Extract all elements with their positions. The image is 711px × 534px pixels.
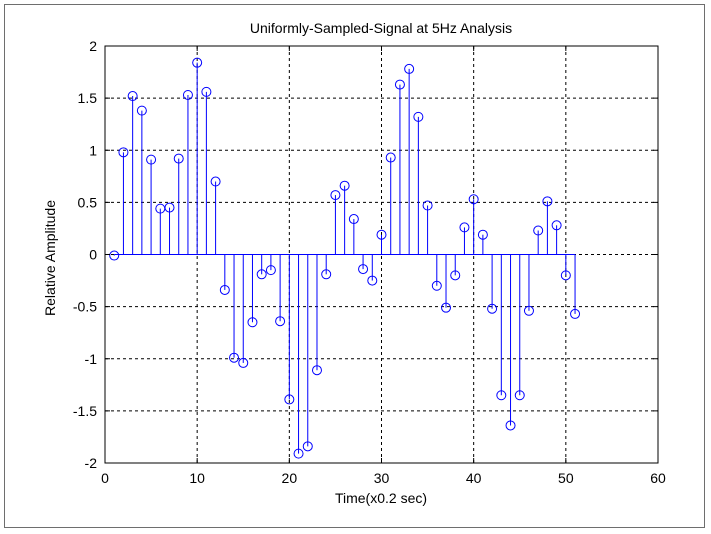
y-tick-label: 2 [89, 38, 97, 54]
stem-marker [330, 190, 341, 201]
stem-marker [441, 302, 452, 313]
stem-marker [551, 220, 562, 231]
stem-marker [182, 89, 193, 100]
stem-marker [487, 303, 498, 314]
stem-marker [256, 269, 267, 280]
stem-marker [523, 305, 534, 316]
stem-marker [358, 264, 369, 275]
stem-marker [450, 270, 461, 281]
stem-marker [514, 390, 525, 401]
stem-marker [348, 214, 359, 225]
stem-marker [413, 111, 424, 122]
x-tick-label: 30 [374, 470, 390, 486]
stem-marker [477, 229, 488, 240]
y-tick-label: -1 [85, 351, 98, 367]
y-tick-label: -1.5 [73, 403, 97, 419]
y-tick-label: 0.5 [78, 194, 98, 210]
chart-title: Uniformly-Sampled-Signal at 5Hz Analysis [250, 20, 512, 36]
stem-marker [164, 202, 175, 213]
stem-marker [431, 280, 442, 291]
stem-marker [376, 229, 387, 240]
stem-marker [127, 91, 138, 102]
stem-marker [247, 317, 258, 328]
y-tick-label: -2 [85, 455, 98, 471]
axis-ticks: 0 10 20 30 40 50 60 2 1.5 1 0.5 0 -0.5 -1 -1.5 -2 [73, 38, 666, 486]
x-tick-label: 10 [189, 470, 205, 486]
stem-marker [293, 448, 304, 459]
stem-marker [459, 222, 470, 233]
stem-marker [385, 152, 396, 163]
x-tick-label: 60 [650, 470, 666, 486]
stem-marker [210, 176, 221, 187]
stem-marker [201, 86, 212, 97]
stem-marker [422, 200, 433, 211]
stem-marker [136, 105, 147, 116]
stem-marker [542, 196, 553, 207]
stem-marker [118, 147, 129, 158]
stem-marker [404, 63, 415, 74]
y-tick-label: 0 [89, 247, 97, 263]
y-tick-label: 1.5 [78, 90, 98, 106]
stem-marker [173, 153, 184, 164]
x-axis-label: Time(x0.2 sec) [335, 490, 427, 506]
stem-marker [505, 420, 516, 431]
stem-marker [302, 441, 313, 452]
stem-marker [109, 250, 120, 261]
x-tick-label: 50 [558, 470, 574, 486]
stem-marker [284, 394, 295, 405]
x-tick-label: 20 [282, 470, 298, 486]
stem-marker [192, 57, 203, 68]
stem-marker [570, 308, 581, 319]
data-series [109, 57, 581, 459]
stem-marker [219, 284, 230, 295]
stem-marker [238, 357, 249, 368]
x-tick-label: 40 [466, 470, 482, 486]
stem-marker [229, 352, 240, 363]
stem-marker [321, 269, 332, 280]
stem-marker [265, 265, 276, 276]
stem-marker [339, 180, 350, 191]
stem-marker [533, 225, 544, 236]
stem-marker [560, 270, 571, 281]
stem-marker [468, 194, 479, 205]
stem-marker [275, 316, 286, 327]
stem-marker [311, 365, 322, 376]
y-tick-label: 1 [89, 142, 97, 158]
y-tick-label: -0.5 [73, 299, 97, 315]
stem-marker [367, 275, 378, 286]
y-axis-label: Relative Amplitude [42, 200, 58, 316]
stem-marker [146, 154, 157, 165]
stem-marker [496, 390, 507, 401]
x-tick-label: 0 [101, 470, 109, 486]
stem-marker [394, 79, 405, 90]
